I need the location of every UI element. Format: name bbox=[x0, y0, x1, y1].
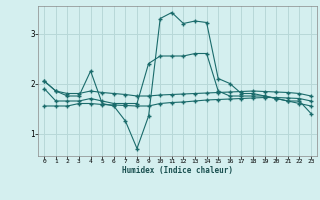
X-axis label: Humidex (Indice chaleur): Humidex (Indice chaleur) bbox=[122, 166, 233, 175]
